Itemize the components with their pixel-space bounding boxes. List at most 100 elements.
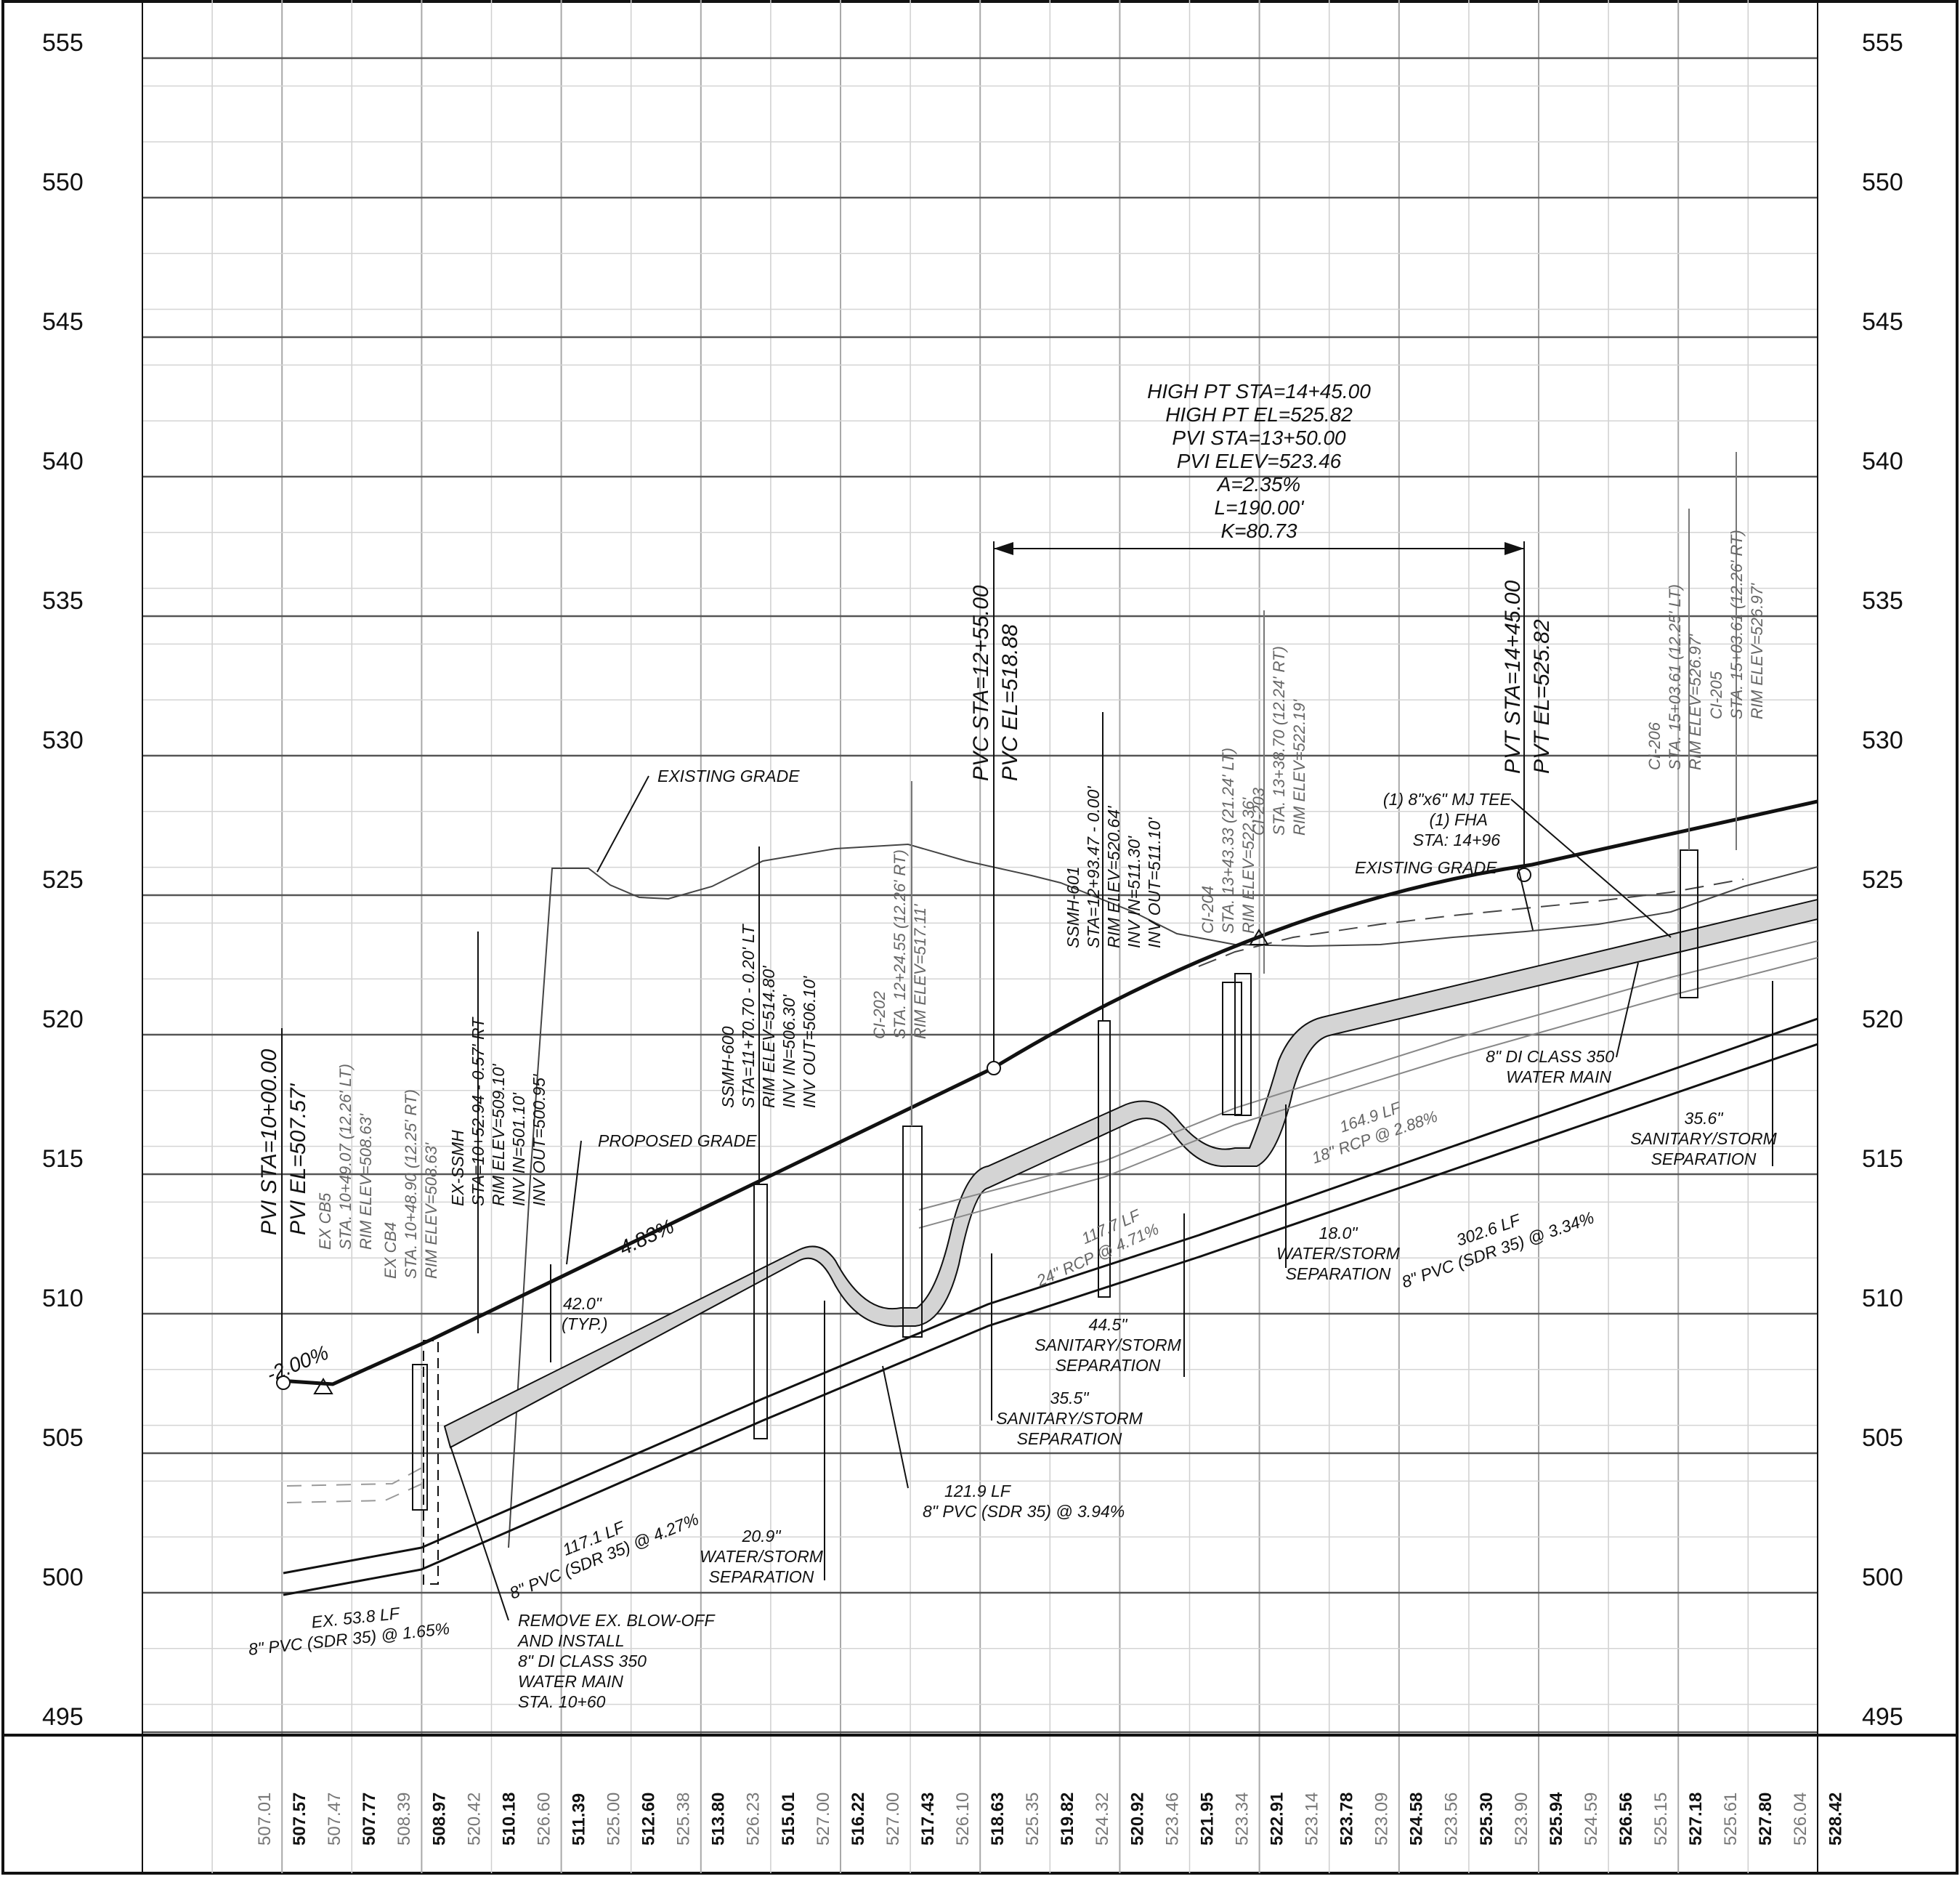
water-main-note: 8" DI CLASS 350 WATER MAIN xyxy=(1486,1047,1614,1086)
pvc-sta: PVC STA=12+55.00 xyxy=(969,585,993,781)
station-value: 526.23 xyxy=(744,1793,764,1846)
elevation-label-left: 515 xyxy=(42,1145,84,1173)
existing-elevation-value: 525.38 xyxy=(674,1793,694,1846)
elevation-label-right: 525 xyxy=(1862,866,1903,894)
station-value: 520.92 xyxy=(1127,1793,1147,1846)
curve-line-4: PVI ELEV=523.46 xyxy=(1177,450,1342,472)
cover-typ: (TYP.) xyxy=(562,1314,607,1333)
station-value: 523.34 xyxy=(1232,1793,1252,1846)
station-value: 526.04 xyxy=(1791,1793,1810,1846)
existing-elevation-value: 526.23 xyxy=(744,1793,764,1846)
elevation-label-left: 530 xyxy=(42,727,84,754)
existing-elevation-value: 523.14 xyxy=(1303,1793,1322,1846)
svg-text:CI-203: CI-203 xyxy=(1250,787,1268,836)
station-value: 523.14 xyxy=(1303,1793,1322,1846)
station-value: 526.10 xyxy=(953,1793,973,1846)
svg-text:(1) 8"x6" MJ TEE: (1) 8"x6" MJ TEE xyxy=(1383,790,1512,809)
proposed-elevation-value: 516.22 xyxy=(849,1793,868,1846)
pvt-sta: PVT STA=14+45.00 xyxy=(1501,580,1525,774)
svg-text:STA. 10+49.07 (12.26' LT): STA. 10+49.07 (12.26' LT) xyxy=(336,1064,355,1250)
station-value: 507.01 xyxy=(255,1793,275,1846)
proposed-elevation-value: 510.18 xyxy=(499,1793,519,1846)
svg-text:SANITARY/STORM: SANITARY/STORM xyxy=(1034,1335,1181,1354)
svg-text:REMOVE EX. BLOW-OFF: REMOVE EX. BLOW-OFF xyxy=(518,1611,716,1630)
pipe-ex538-note: EX. 53.8 LF 8" PVC (SDR 35) @ 1.65% xyxy=(248,1604,450,1659)
station-value: 527.00 xyxy=(883,1793,903,1846)
elevation-label-left: 495 xyxy=(42,1703,84,1731)
svg-text:18.0": 18.0" xyxy=(1319,1224,1359,1242)
svg-text:STA=11+70.70 - 0.20' LT: STA=11+70.70 - 0.20' LT xyxy=(739,924,758,1108)
station-value: 507.57 xyxy=(290,1793,309,1846)
station-value: 525.38 xyxy=(674,1793,694,1846)
existing-elevation-value: 523.09 xyxy=(1372,1793,1392,1846)
elevation-label-right: 530 xyxy=(1862,727,1903,754)
station-value: 517.43 xyxy=(918,1793,938,1846)
proposed-elevation-value: 528.42 xyxy=(1826,1793,1845,1846)
ssmh601-structure xyxy=(1098,1020,1111,1298)
svg-text:STA. 12+24.55 (12.26' RT): STA. 12+24.55 (12.26' RT) xyxy=(891,849,909,1039)
station-value: 516.22 xyxy=(849,1793,868,1846)
existing-elevation-value: 525.61 xyxy=(1721,1793,1741,1846)
svg-text:STA. 15+03.61 (12.26' RT): STA. 15+03.61 (12.26' RT) xyxy=(1728,530,1746,719)
svg-text:20.9": 20.9" xyxy=(742,1527,782,1545)
svg-text:RIM ELEV=508.63': RIM ELEV=508.63' xyxy=(422,1142,440,1279)
curve-line-2: HIGH PT EL=525.82 xyxy=(1165,403,1353,426)
svg-text:SEPARATION: SEPARATION xyxy=(1017,1429,1122,1448)
ci203-structure xyxy=(1234,973,1252,1116)
ci205-structure xyxy=(1680,849,1698,998)
proposed-elevation-value: 512.60 xyxy=(639,1793,659,1846)
elevation-label-right: 540 xyxy=(1862,448,1903,475)
elevation-label-left: 550 xyxy=(42,169,84,196)
svg-text:SEPARATION: SEPARATION xyxy=(709,1567,814,1586)
existing-pipe-dashed-1 xyxy=(286,1463,429,1487)
existing-elevation-value: 523.90 xyxy=(1512,1793,1531,1846)
existing-grade-note-2: EXISTING GRADE xyxy=(1355,858,1497,877)
grid xyxy=(142,0,1818,1873)
svg-text:WATER/STORM: WATER/STORM xyxy=(700,1547,824,1566)
ex-cb5-label: EX CB5 STA. 10+49.07 (12.26' LT) RIM ELE… xyxy=(316,1064,375,1250)
station-value: 525.30 xyxy=(1477,1793,1497,1846)
elevation-label-right: 505 xyxy=(1862,1424,1903,1452)
ci204-label: CI-204 STA. 13+43.33 (21.24' LT) RIM ELE… xyxy=(1199,748,1258,934)
ex-ssmh-label: EX-SSMH STA=10+52.94 - 0.57' RT RIM ELEV… xyxy=(448,1017,548,1206)
dimension-arrow-left xyxy=(994,542,1013,555)
leader-existing-grade-1 xyxy=(596,775,649,873)
dimension-arrow-right xyxy=(1505,542,1524,555)
existing-elevation-value: 524.32 xyxy=(1093,1793,1112,1846)
existing-elevation-value: 523.46 xyxy=(1162,1793,1182,1846)
existing-grade-line xyxy=(508,843,1818,1548)
station-value: 527.18 xyxy=(1686,1793,1706,1846)
leader-tee xyxy=(1510,799,1672,938)
station-value: 508.97 xyxy=(429,1793,449,1846)
existing-elevation-value: 523.56 xyxy=(1442,1793,1462,1846)
svg-text:8" DI CLASS 350: 8" DI CLASS 350 xyxy=(518,1652,647,1670)
svg-text:CI-204: CI-204 xyxy=(1199,886,1217,934)
svg-text:STA=12+93.47 - 0.00': STA=12+93.47 - 0.00' xyxy=(1084,785,1103,948)
elevation-label-left: 525 xyxy=(42,866,84,894)
svg-text:SANITARY/STORM: SANITARY/STORM xyxy=(1630,1129,1777,1148)
ci205-label: CI-205 STA. 15+03.61 (12.26' RT) RIM ELE… xyxy=(1707,530,1766,719)
station-value: 521.95 xyxy=(1197,1793,1217,1846)
proposed-elevation-value: 527.18 xyxy=(1686,1793,1706,1846)
proposed-elevation-value: 511.39 xyxy=(570,1793,589,1846)
svg-text:RIM ELEV=522.19': RIM ELEV=522.19' xyxy=(1290,699,1308,836)
proposed-grade-line xyxy=(279,799,1818,1386)
leader-existing-grade-2 xyxy=(1518,868,1534,931)
svg-text:8" PVC (SDR 35) @ 3.94%: 8" PVC (SDR 35) @ 3.94% xyxy=(923,1502,1125,1521)
svg-text:35.5": 35.5" xyxy=(1050,1389,1090,1407)
svg-text:SSMH-600: SSMH-600 xyxy=(718,1026,737,1108)
svg-text:INV IN=511.30': INV IN=511.30' xyxy=(1125,835,1143,948)
svg-text:RIM ELEV=508.63': RIM ELEV=508.63' xyxy=(357,1113,375,1250)
svg-text:STA. 13+43.33 (21.24' LT): STA. 13+43.33 (21.24' LT) xyxy=(1219,748,1237,934)
elevation-label-left: 545 xyxy=(42,308,84,336)
proposed-elevation-value: 517.43 xyxy=(918,1793,938,1846)
svg-text:STA. 10+48.90 (12.25' RT): STA. 10+48.90 (12.25' RT) xyxy=(402,1089,420,1279)
existing-elevation-value: 525.35 xyxy=(1023,1793,1042,1846)
svg-text:EX-SSMH: EX-SSMH xyxy=(448,1130,467,1206)
proposed-elevation-value: 523.78 xyxy=(1337,1793,1357,1846)
station-value: 523.56 xyxy=(1442,1793,1462,1846)
existing-elevation-value: 526.60 xyxy=(534,1793,554,1846)
proposed-elevation-value: 524.58 xyxy=(1407,1793,1427,1846)
pvc-el: PVC EL=518.88 xyxy=(998,624,1022,781)
proposed-elevation-value: 526.56 xyxy=(1616,1793,1636,1846)
